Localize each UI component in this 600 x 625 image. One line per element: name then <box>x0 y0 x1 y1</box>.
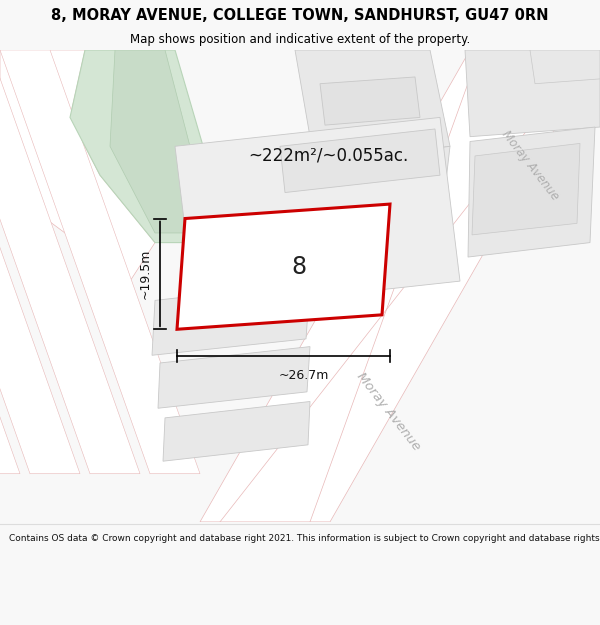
Polygon shape <box>163 401 310 461</box>
Text: ~222m²/~0.055ac.: ~222m²/~0.055ac. <box>248 147 408 165</box>
Text: Map shows position and indicative extent of the property.: Map shows position and indicative extent… <box>130 32 470 46</box>
Text: Contains OS data © Crown copyright and database right 2021. This information is : Contains OS data © Crown copyright and d… <box>9 534 600 543</box>
Polygon shape <box>305 146 450 252</box>
Text: ~19.5m: ~19.5m <box>139 249 151 299</box>
Polygon shape <box>295 50 450 166</box>
Polygon shape <box>0 50 140 474</box>
Text: ~26.7m: ~26.7m <box>278 369 329 382</box>
Polygon shape <box>530 50 600 84</box>
Polygon shape <box>0 50 80 474</box>
Polygon shape <box>0 50 200 474</box>
Text: Moray Avenue: Moray Avenue <box>353 369 422 452</box>
Polygon shape <box>110 50 205 233</box>
Polygon shape <box>0 50 20 474</box>
Polygon shape <box>0 50 155 281</box>
Polygon shape <box>152 283 310 355</box>
Text: Moray Avenue: Moray Avenue <box>499 128 561 203</box>
Polygon shape <box>320 77 420 125</box>
Polygon shape <box>280 129 440 192</box>
Polygon shape <box>177 204 390 329</box>
Text: 8, MORAY AVENUE, COLLEGE TOWN, SANDHURST, GU47 0RN: 8, MORAY AVENUE, COLLEGE TOWN, SANDHURST… <box>51 8 549 22</box>
Polygon shape <box>472 143 580 235</box>
Polygon shape <box>158 347 310 408</box>
Polygon shape <box>188 225 385 294</box>
Polygon shape <box>468 127 595 257</box>
Polygon shape <box>200 50 600 522</box>
Text: 8: 8 <box>291 254 306 279</box>
Polygon shape <box>175 118 460 310</box>
Polygon shape <box>465 50 600 137</box>
Polygon shape <box>70 50 220 242</box>
